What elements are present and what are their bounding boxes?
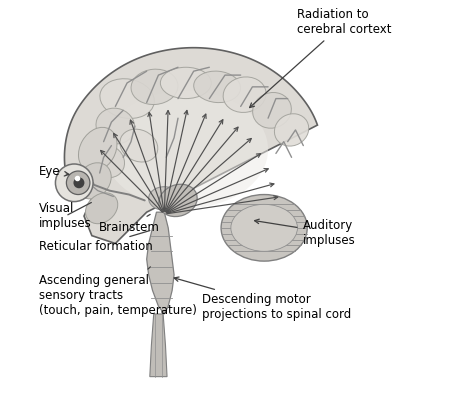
Ellipse shape xyxy=(90,145,125,178)
Ellipse shape xyxy=(78,127,117,172)
Ellipse shape xyxy=(96,108,135,144)
Ellipse shape xyxy=(231,204,297,252)
Circle shape xyxy=(73,177,85,188)
Circle shape xyxy=(67,171,90,195)
Text: Radiation to
cerebral cortext: Radiation to cerebral cortext xyxy=(250,8,392,108)
Ellipse shape xyxy=(86,193,118,224)
Ellipse shape xyxy=(160,67,212,99)
Text: Reticular formation: Reticular formation xyxy=(39,231,153,253)
Text: Ascending general
sensory tracts
(touch, pain, temperature): Ascending general sensory tracts (touch,… xyxy=(39,267,197,317)
Ellipse shape xyxy=(159,184,197,217)
Ellipse shape xyxy=(131,69,178,105)
Ellipse shape xyxy=(104,91,268,208)
Polygon shape xyxy=(150,314,167,376)
Text: Descending motor
projections to spinal cord: Descending motor projections to spinal c… xyxy=(174,277,351,321)
Ellipse shape xyxy=(120,129,158,162)
Ellipse shape xyxy=(274,114,309,146)
Text: Brainstem: Brainstem xyxy=(99,215,160,233)
Text: Auditory
impluses: Auditory impluses xyxy=(255,219,356,246)
Polygon shape xyxy=(64,48,317,244)
Ellipse shape xyxy=(221,195,307,261)
Ellipse shape xyxy=(148,187,180,210)
Circle shape xyxy=(55,164,93,202)
Text: Eye: Eye xyxy=(39,165,69,178)
Ellipse shape xyxy=(252,92,291,128)
Ellipse shape xyxy=(76,163,111,199)
Ellipse shape xyxy=(194,71,241,103)
Text: Visual
impluses: Visual impluses xyxy=(39,202,92,230)
Ellipse shape xyxy=(223,77,266,112)
Polygon shape xyxy=(147,212,174,314)
Ellipse shape xyxy=(100,79,154,118)
